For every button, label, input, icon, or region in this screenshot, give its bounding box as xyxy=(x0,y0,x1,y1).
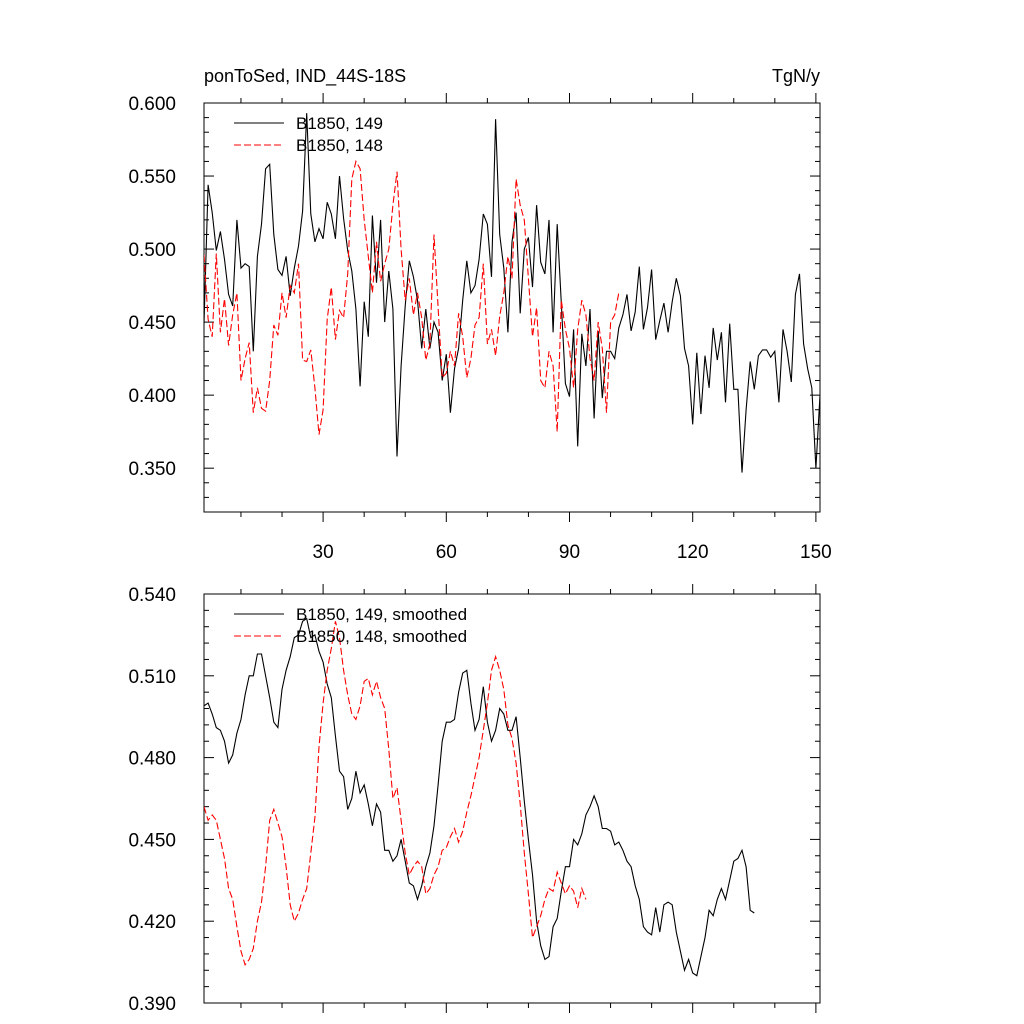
y-tick-label: 0.400 xyxy=(128,386,176,407)
y-tick-label: 0.390 xyxy=(128,994,176,1015)
x-tick-label: 150 xyxy=(800,542,832,563)
y-tick-label: 0.480 xyxy=(128,749,176,770)
legend-label: B1850, 149, smoothed xyxy=(296,605,467,624)
y-tick-label: 0.450 xyxy=(128,313,176,334)
bottom-panel: 0.390 0.420 0.450 0.480 0.510 0.540 B1850, 149… xyxy=(128,584,821,1015)
y-tick-label: 0.350 xyxy=(128,459,176,480)
series-line-149 xyxy=(204,113,820,473)
top-panel: 0.350 0.400 0.450 0.500 0.550 0.600 30 60 90 120 1… xyxy=(128,93,832,563)
series-line-148 xyxy=(204,621,587,966)
legend-label: B1850, 148 xyxy=(296,136,383,155)
y-tick-label: 0.500 xyxy=(128,240,176,261)
x-tick-label: 30 xyxy=(313,542,334,563)
y-tick-label: 0.550 xyxy=(128,167,176,188)
legend-label: B1850, 148, smoothed xyxy=(296,627,467,646)
y-tick-label: 0.600 xyxy=(128,94,176,115)
x-tick-label: 120 xyxy=(677,542,709,563)
y-tick-label: 0.420 xyxy=(128,912,176,933)
x-tick-label: 60 xyxy=(436,542,457,563)
header-left: ponToSed, IND_44S-18S xyxy=(204,66,406,87)
y-tick-label: 0.510 xyxy=(128,667,176,688)
plot-frame xyxy=(203,102,821,513)
y-tick-label: 0.450 xyxy=(128,830,176,851)
header-right: TgN/y xyxy=(772,66,820,86)
series-line-149 xyxy=(204,617,755,977)
y-tick-label: 0.540 xyxy=(128,585,176,606)
series-line-148 xyxy=(204,159,620,435)
plot-frame xyxy=(203,593,821,1004)
x-tick-label: 90 xyxy=(559,542,580,563)
legend-label: B1850, 149 xyxy=(296,114,383,133)
